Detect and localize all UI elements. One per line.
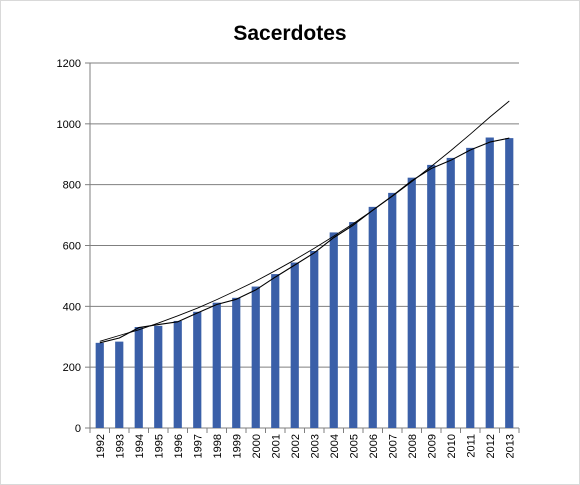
bar-2002 — [290, 262, 299, 428]
y-tick-label: 600 — [63, 241, 81, 253]
bar-1995 — [154, 325, 163, 428]
bar-2011 — [466, 147, 475, 429]
x-tick-label: 2001 — [270, 434, 282, 458]
fit-line — [99, 137, 510, 344]
bar-1999 — [232, 297, 241, 428]
y-tick-label: 1000 — [57, 119, 81, 131]
bar-2010 — [446, 157, 455, 428]
x-tick-label: 1994 — [134, 434, 146, 458]
x-tick-label: 2013 — [504, 434, 516, 458]
x-tick-label: 1992 — [95, 434, 107, 458]
bar-2003 — [310, 250, 319, 428]
bar-1998 — [212, 302, 221, 428]
y-tick-label: 1200 — [57, 58, 81, 70]
bar-2001 — [271, 274, 280, 428]
bar-1994 — [134, 327, 143, 428]
bar-2009 — [427, 164, 436, 429]
bar-2006 — [368, 206, 377, 428]
x-tick-label: 2004 — [329, 434, 341, 458]
x-tick-label: 2010 — [446, 434, 458, 458]
y-tick-label: 200 — [63, 362, 81, 374]
bar-2012 — [485, 137, 494, 429]
trend-line — [99, 100, 510, 342]
x-tick-label: 2012 — [485, 434, 497, 458]
bar-1996 — [173, 320, 182, 428]
x-tick-label: 1993 — [114, 434, 126, 458]
bar-1997 — [193, 311, 202, 428]
bar-2005 — [349, 222, 358, 428]
y-tick-label: 0 — [75, 423, 81, 435]
x-tick-label: 1996 — [173, 434, 185, 458]
bar-2013 — [505, 138, 514, 429]
bar-2008 — [407, 177, 416, 428]
y-tick-label: 400 — [63, 301, 81, 313]
chart-title: Sacerdotes — [233, 22, 347, 45]
x-tick-label: 1998 — [212, 434, 224, 458]
x-tick-label: 2007 — [387, 434, 399, 458]
bar-2000 — [251, 286, 260, 428]
x-tick-label: 1997 — [192, 434, 204, 458]
x-tick-label: 2000 — [251, 434, 263, 458]
x-tick-label: 2008 — [407, 434, 419, 458]
x-tick-label: 2009 — [426, 434, 438, 458]
bar-2007 — [388, 192, 397, 428]
x-tick-label: 2005 — [348, 434, 360, 458]
bar-1992 — [95, 342, 104, 428]
y-tick-label: 800 — [63, 180, 81, 192]
x-tick-label: 2006 — [368, 434, 380, 458]
x-tick-label: 2002 — [290, 434, 302, 458]
x-tick-label: 1999 — [231, 434, 243, 458]
x-tick-label: 2011 — [465, 434, 477, 458]
x-tick-label: 1995 — [153, 434, 165, 458]
bar-1993 — [115, 341, 124, 428]
x-tick-label: 2003 — [309, 434, 321, 458]
bar-2004 — [329, 232, 338, 428]
